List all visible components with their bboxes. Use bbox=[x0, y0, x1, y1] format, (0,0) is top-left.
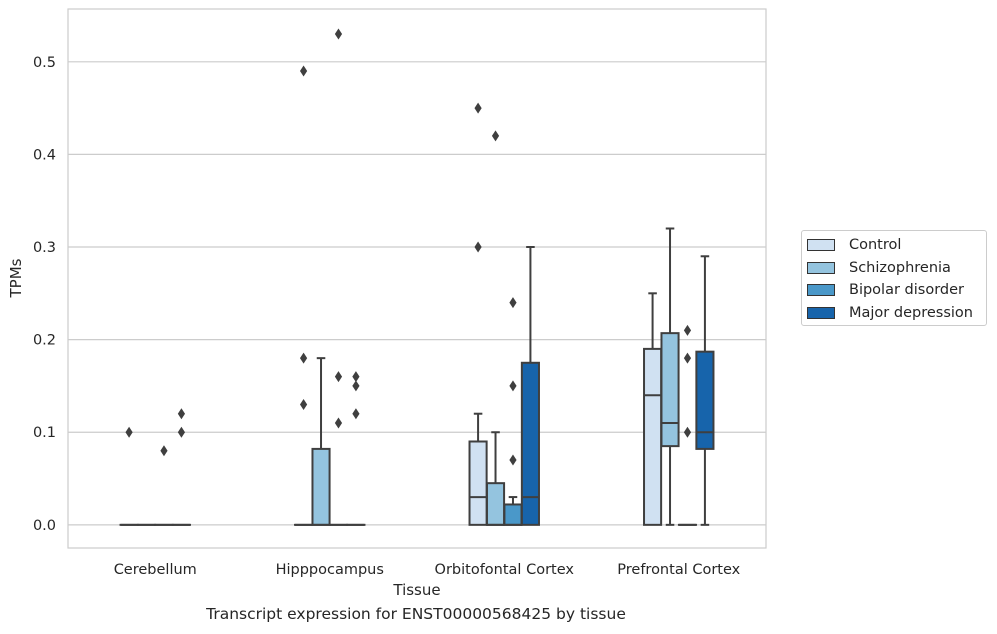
x-tick-labels: Cerebellum Hipppocampus Orbitofontal Corte… bbox=[114, 562, 741, 578]
legend-label-schizophrenia: Schizophrenia bbox=[849, 260, 951, 276]
outlier-point bbox=[474, 241, 482, 253]
legend: Control Schizophrenia Bipolar disorder M… bbox=[801, 230, 987, 326]
outlier-point bbox=[509, 380, 517, 392]
box-body bbox=[468, 440, 488, 526]
legend-swatch-bipolar-disorder bbox=[807, 284, 835, 296]
chart-caption: Transcript expression for ENST0000056842… bbox=[206, 605, 626, 623]
legend-label-bipolar-disorder: Bipolar disorder bbox=[849, 282, 964, 298]
outlier-point bbox=[177, 408, 186, 420]
outlier-point bbox=[509, 454, 517, 466]
y-tick-labels: 0.0 0.1 0.2 0.3 0.4 0.5 bbox=[33, 55, 56, 534]
box-control-3 bbox=[643, 292, 663, 526]
box-bipolar-disorder-3 bbox=[677, 324, 698, 526]
box-body bbox=[660, 332, 680, 448]
legend-item-schizophrenia: Schizophrenia bbox=[807, 258, 951, 278]
box-body bbox=[485, 482, 506, 526]
legend-item-control: Control bbox=[807, 235, 901, 255]
legend-swatch-schizophrenia bbox=[807, 262, 835, 274]
x-tick-label: Cerebellum bbox=[114, 562, 197, 578]
legend-label-major-depression: Major depression bbox=[849, 305, 973, 321]
x-tick-label: Orbitofontal Cortex bbox=[435, 562, 575, 578]
box-major-depression-2 bbox=[520, 246, 540, 526]
box-body bbox=[311, 447, 331, 526]
outlier-point bbox=[125, 426, 133, 438]
box-body bbox=[695, 350, 715, 450]
outlier-point bbox=[334, 28, 343, 40]
outlier-point bbox=[683, 352, 692, 364]
box-groups bbox=[119, 28, 715, 526]
outlier-point bbox=[683, 426, 692, 438]
legend-label-control: Control bbox=[849, 237, 902, 253]
outlier-point bbox=[177, 426, 186, 438]
x-axis-label: Tissue bbox=[392, 581, 440, 599]
outlier-point bbox=[683, 324, 692, 336]
legend-swatch-major-depression bbox=[807, 307, 835, 319]
box-control-2 bbox=[468, 102, 488, 526]
outlier-point bbox=[509, 297, 517, 309]
box-body bbox=[503, 503, 523, 526]
y-tick-label: 0.2 bbox=[33, 333, 56, 349]
outlier-point bbox=[299, 398, 308, 410]
legend-item-bipolar-disorder: Bipolar disorder bbox=[807, 280, 964, 300]
outlier-point bbox=[352, 408, 360, 420]
box-major-depression-3 bbox=[695, 255, 715, 526]
legend-swatch-control bbox=[807, 239, 835, 251]
box-major-depression-0 bbox=[171, 408, 191, 526]
legend-item-major-depression: Major depression bbox=[807, 303, 973, 323]
y-tick-label: 0.5 bbox=[33, 55, 56, 71]
outlier-point bbox=[352, 371, 360, 383]
outlier-point bbox=[334, 417, 343, 429]
box-schizophrenia-3 bbox=[660, 227, 680, 526]
outlier-point bbox=[299, 65, 308, 77]
box-schizophrenia-1 bbox=[311, 357, 331, 526]
box-control-1 bbox=[294, 65, 314, 526]
y-tick-label: 0.0 bbox=[33, 518, 56, 534]
x-tick-label: Prefrontal Cortex bbox=[617, 562, 740, 578]
y-tick-label: 0.3 bbox=[33, 240, 56, 256]
outlier-point bbox=[299, 352, 308, 364]
outlier-point bbox=[474, 102, 482, 114]
outlier-point bbox=[491, 130, 500, 142]
box-major-depression-1 bbox=[346, 371, 366, 526]
outlier-point bbox=[160, 445, 168, 457]
outlier-point bbox=[334, 371, 343, 383]
box-bipolar-disorder-2 bbox=[503, 297, 523, 526]
y-tick-label: 0.1 bbox=[33, 425, 56, 441]
outlier-point bbox=[352, 380, 360, 392]
x-tick-label: Hipppocampus bbox=[276, 562, 384, 578]
y-axis-label: TPMs bbox=[7, 258, 25, 298]
y-tick-label: 0.4 bbox=[33, 147, 56, 163]
box-body bbox=[643, 347, 663, 526]
box-body bbox=[520, 361, 540, 526]
